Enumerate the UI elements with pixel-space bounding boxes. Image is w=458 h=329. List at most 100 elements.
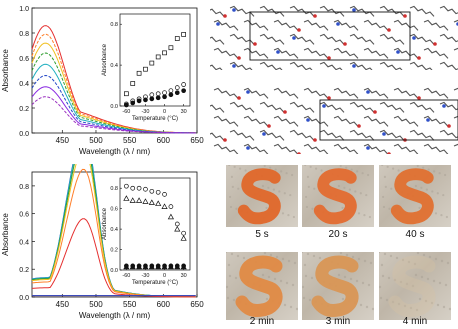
alkyl-chain bbox=[273, 47, 299, 59]
alkyl-chain bbox=[199, 129, 225, 141]
alkyl-chain bbox=[409, 33, 435, 45]
alkyl-chain bbox=[243, 143, 269, 155]
oxygen-atom bbox=[297, 152, 301, 156]
alkyl-chain bbox=[273, 143, 299, 155]
paper-texture bbox=[397, 169, 400, 172]
paper-texture bbox=[242, 256, 246, 260]
paper-texture bbox=[302, 296, 306, 300]
sample-photo-svg bbox=[304, 165, 372, 225]
oxygen-atom bbox=[237, 56, 241, 60]
paper-texture bbox=[388, 207, 391, 210]
oxygen-atom bbox=[313, 138, 317, 142]
paper-texture bbox=[315, 167, 318, 170]
paper-texture bbox=[369, 261, 373, 265]
alkyl-chain bbox=[379, 5, 405, 17]
nitrogen-atom bbox=[232, 8, 236, 12]
paper-texture bbox=[359, 303, 363, 307]
oxygen-atom bbox=[343, 42, 347, 46]
alkyl-chain bbox=[259, 101, 285, 113]
inset-y-tick-label: 0.2 bbox=[110, 248, 118, 254]
alkyl-chain bbox=[439, 5, 458, 15]
nitrogen-atom bbox=[336, 22, 340, 26]
alkyl-chain bbox=[349, 33, 375, 45]
inset-point bbox=[143, 66, 148, 72]
paper-texture bbox=[355, 279, 359, 283]
alkyl-chain bbox=[303, 47, 329, 59]
inset-y-tick-label: 0.4 bbox=[110, 63, 118, 69]
paper-texture bbox=[444, 283, 448, 287]
x-tick-label: 550 bbox=[123, 300, 137, 309]
alkyl-chain bbox=[319, 101, 345, 113]
nitrogen-atom bbox=[396, 50, 400, 54]
x-tick-label: 500 bbox=[89, 136, 103, 145]
paper-texture bbox=[345, 166, 348, 169]
nitrogen-atom bbox=[262, 132, 266, 136]
x-tick-label: 450 bbox=[56, 300, 70, 309]
alkyl-chain bbox=[289, 5, 315, 17]
paper-texture bbox=[426, 277, 430, 281]
paper-texture bbox=[443, 173, 447, 177]
inset-point bbox=[174, 90, 180, 96]
paper-texture bbox=[379, 285, 382, 289]
inset-point bbox=[136, 98, 142, 104]
paper-texture bbox=[267, 186, 270, 189]
paper-texture bbox=[312, 254, 316, 258]
paper-texture bbox=[368, 215, 372, 219]
inset-x-tick-label: -60 bbox=[122, 109, 130, 115]
paper-texture bbox=[383, 252, 387, 256]
oxygen-atom bbox=[327, 96, 331, 100]
paper-texture bbox=[379, 296, 383, 300]
alkyl-chain bbox=[259, 61, 285, 73]
paper-texture bbox=[414, 273, 418, 277]
paper-texture bbox=[442, 193, 445, 197]
paper-texture bbox=[239, 167, 242, 170]
sample-photo-40s bbox=[379, 165, 451, 227]
alkyl-chain bbox=[423, 19, 449, 31]
inset-point bbox=[168, 45, 174, 51]
oxygen-atom bbox=[297, 28, 301, 32]
crystal-packing-top-svg bbox=[199, 5, 458, 74]
crystal-packing-top bbox=[199, 0, 458, 74]
paper-texture bbox=[289, 193, 292, 197]
paper-texture bbox=[311, 207, 314, 210]
paper-texture bbox=[407, 260, 411, 264]
paper-texture bbox=[382, 205, 386, 209]
inset-point bbox=[174, 263, 181, 270]
paper-texture bbox=[227, 263, 231, 267]
alkyl-chain bbox=[303, 143, 329, 155]
sample-label-40s: 40 s bbox=[405, 229, 425, 240]
oxygen-atom bbox=[373, 110, 377, 114]
paper-texture bbox=[318, 256, 322, 260]
inset-point bbox=[181, 32, 186, 37]
alkyl-chain bbox=[393, 143, 419, 155]
alkyl-chain bbox=[379, 129, 405, 141]
paper-texture bbox=[380, 263, 384, 267]
alkyl-chain bbox=[453, 87, 458, 91]
y-tick-label: 0.6 bbox=[19, 212, 29, 219]
inset-point bbox=[180, 263, 187, 270]
paper-texture bbox=[226, 252, 228, 254]
alkyl-chain bbox=[439, 129, 458, 139]
paper-texture bbox=[381, 165, 384, 167]
inset-point bbox=[124, 183, 129, 189]
paper-texture bbox=[446, 261, 450, 265]
paper-texture bbox=[438, 281, 442, 285]
paper-texture bbox=[440, 259, 444, 263]
paper-texture bbox=[391, 300, 395, 304]
alkyl-chain bbox=[423, 47, 449, 59]
inset-point bbox=[135, 263, 143, 270]
alkyl-chain bbox=[363, 115, 389, 127]
paper-texture bbox=[285, 281, 289, 285]
letter-s-mark bbox=[237, 168, 281, 225]
paper-texture bbox=[337, 184, 341, 188]
paper-texture bbox=[234, 276, 238, 280]
alkyl-chain bbox=[229, 129, 255, 141]
inset-point bbox=[168, 92, 174, 98]
letter-s-mark bbox=[390, 168, 434, 225]
inset-point bbox=[181, 88, 186, 94]
oxygen-atom bbox=[417, 96, 421, 100]
paper-texture bbox=[371, 307, 374, 311]
alkyl-chain bbox=[229, 61, 255, 73]
inset-point bbox=[181, 230, 186, 236]
paper-texture bbox=[228, 195, 232, 199]
